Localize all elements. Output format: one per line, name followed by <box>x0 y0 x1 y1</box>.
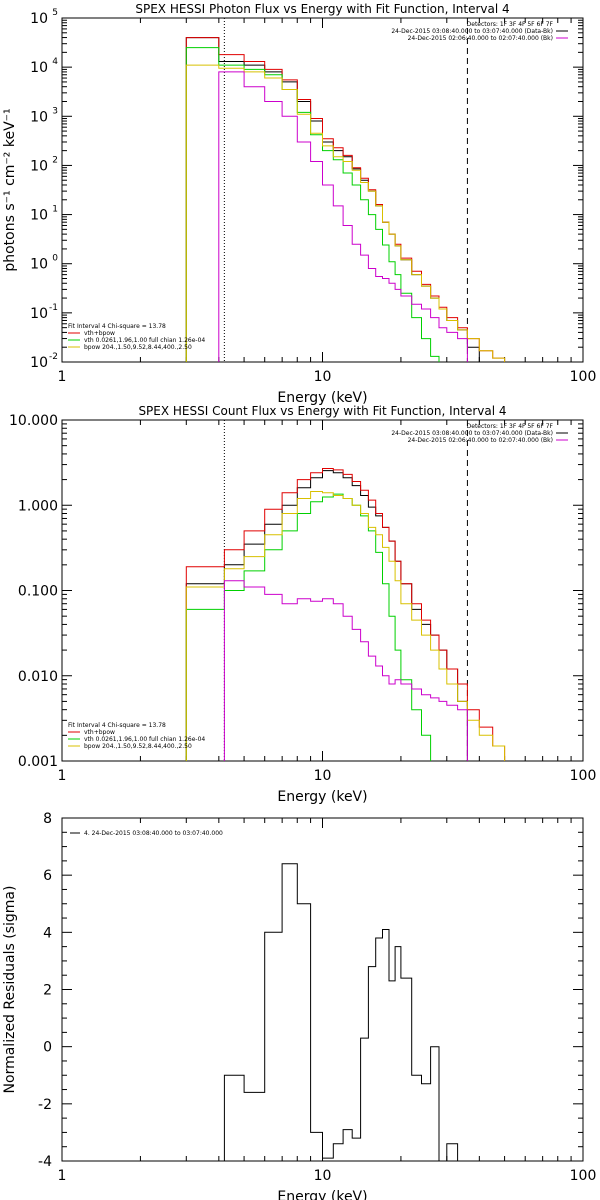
y-tick-label: 1.000 <box>18 498 58 514</box>
y-tick-exponent: -2 <box>49 352 58 362</box>
series-bpow <box>185 64 506 362</box>
plot-frame <box>61 817 584 1162</box>
legend-title: Fit Interval 4 Chi-square = 13.78 <box>68 323 166 330</box>
header-line: 24-Dec-2015 02:06:40.000 to 02:07:40.000… <box>408 35 553 42</box>
y-tick-exponent: -1 <box>49 303 58 313</box>
x-axis-label: Energy (keV) <box>277 390 367 406</box>
y-tick-label: -4 <box>38 1154 52 1170</box>
data-layer <box>185 18 506 362</box>
series-vth <box>185 47 440 362</box>
header-line: Detectors: 1F 3F 4F 5F 6F 7F <box>467 423 554 430</box>
header-line: 24-Dec-2015 03:08:40.000 to 03:07:40.000… <box>391 28 553 35</box>
y-tick-label: -2 <box>38 1097 52 1113</box>
y-tick-label: 0.100 <box>18 584 58 600</box>
x-axis-label: Energy (keV) <box>277 1189 367 1200</box>
chart-panel-3: 1 10 100 Energy (keV) -4 -2 0 2 4 6 8 Normalized Re… <box>2 811 596 1200</box>
legend-label: vth+bpow <box>84 330 115 337</box>
data-layer <box>185 420 506 761</box>
y-tick-label: 10 <box>30 208 48 224</box>
legend-label: vth 0.0261,1.96,1.00 full chian 1.26e-04 <box>84 736 205 743</box>
y-tick-exponent: 2 <box>52 155 58 165</box>
header-line: 24-Dec-2015 03:08:40.000 to 03:07:40.000… <box>391 430 553 437</box>
header-line: 24-Dec-2015 02:06:40.000 to 02:07:40.000… <box>408 437 553 444</box>
y-tick-label: 0.001 <box>18 754 58 770</box>
y-tick-label: 4 <box>43 925 52 941</box>
x-tick-label: 100 <box>570 1168 597 1184</box>
y-tick-label: 2 <box>43 983 52 999</box>
chart-title: SPEX HESSI Photon Flux vs Energy with Fi… <box>135 2 509 16</box>
series-bk <box>223 580 468 761</box>
series-data <box>185 470 468 761</box>
y-tick-label: 10 <box>30 60 48 76</box>
y-tick-label: 10 <box>30 355 48 371</box>
series-vth <box>185 493 432 761</box>
series-bk <box>218 71 468 362</box>
y-tick-label: 10 <box>30 109 48 125</box>
y-axis-label: Normalized Residuals (sigma) <box>2 886 18 1094</box>
series-bpow <box>185 491 506 761</box>
series-fit_total <box>185 37 506 362</box>
series-data <box>223 863 459 1161</box>
y-tick-exponent: 4 <box>52 57 58 67</box>
legend-label: bpow 204.,1.50,9.52,8.44,400.,2.50 <box>84 743 192 750</box>
chart-panel-2: SPEX HESSI Count Flux vs Energy with Fit… <box>9 404 596 805</box>
header-line: Detectors: 1F 3F 4F 5F 6F 7F <box>467 21 554 28</box>
series-fit_total <box>185 468 506 761</box>
y-tick-label: 10 <box>30 306 48 322</box>
y-tick-label: 6 <box>43 868 52 884</box>
legend-label: vth 0.0261,1.96,1.00 full chian 1.26e-04 <box>84 337 205 344</box>
x-tick-label: 100 <box>570 369 597 385</box>
x-tick-label: 1 <box>58 768 67 784</box>
y-tick-exponent: 3 <box>52 106 58 116</box>
y-tick-label: 0 <box>43 1040 52 1056</box>
x-tick-label: 10 <box>314 1168 332 1184</box>
legend-label: 4. 24-Dec-2015 03:08:40.000 to 03:07:40.… <box>84 830 223 837</box>
x-tick-label: 1 <box>58 1168 67 1184</box>
y-tick-label: 0.010 <box>18 669 58 685</box>
data-layer <box>223 863 459 1161</box>
y-tick-exponent: 0 <box>52 254 58 264</box>
y-tick-label: 10 <box>30 11 48 27</box>
y-tick-exponent: 1 <box>52 205 58 215</box>
y-tick-label: 10 <box>30 257 48 273</box>
legend-label: bpow 204.,1.50,9.52,8.44,400.,2.50 <box>84 344 192 351</box>
y-tick-label: 10 <box>30 158 48 174</box>
y-axis-label: photons s⁻¹ cm⁻² keV⁻¹ <box>2 108 18 271</box>
x-tick-label: 100 <box>570 768 597 784</box>
x-tick-label: 10 <box>314 768 332 784</box>
plot-frame <box>61 17 584 363</box>
x-tick-label: 10 <box>314 369 332 385</box>
chart-panel-1: SPEX HESSI Photon Flux vs Energy with Fi… <box>2 2 596 406</box>
y-tick-label: 8 <box>43 811 52 827</box>
x-axis-label: Energy (keV) <box>277 789 367 805</box>
legend-title: Fit Interval 4 Chi-square = 13.78 <box>68 722 166 729</box>
x-tick-label: 1 <box>58 369 67 385</box>
chart-title: SPEX HESSI Count Flux vs Energy with Fit… <box>138 404 506 418</box>
legend-label: vth+bpow <box>84 729 115 736</box>
y-tick-exponent: 5 <box>52 8 58 18</box>
y-tick-label: 10.000 <box>9 413 58 429</box>
